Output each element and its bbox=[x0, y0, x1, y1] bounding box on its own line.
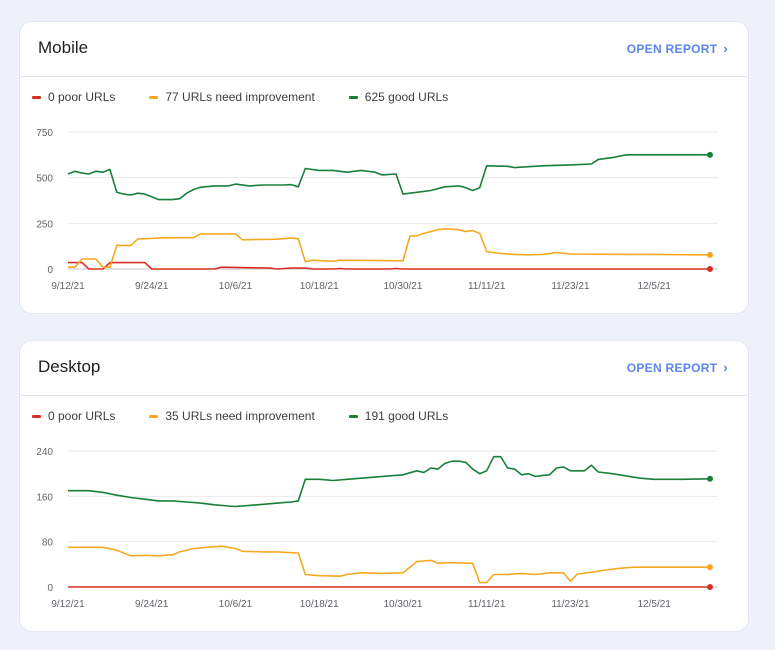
mobile-card: Mobile OPEN REPORT › 0 poor URLs 77 URLs… bbox=[20, 22, 748, 313]
legend-item-good[interactable]: 625 good URLs bbox=[348, 90, 449, 104]
legend-label-good: 625 good URLs bbox=[364, 90, 449, 104]
mobile-open-report-button[interactable]: OPEN REPORT › bbox=[627, 41, 728, 56]
x-tick-label: 10/6/21 bbox=[219, 599, 253, 610]
legend-item-improvement[interactable]: 35 URLs need improvement bbox=[149, 409, 315, 423]
series-endpoint-improvement bbox=[707, 251, 713, 258]
mobile-legend: 0 poor URLs 77 URLs need improvement 625… bbox=[32, 90, 482, 104]
y-tick-label: 0 bbox=[47, 583, 53, 594]
chevron-right-icon: › bbox=[723, 41, 728, 56]
legend-label-improvement: 35 URLs need improvement bbox=[165, 409, 315, 423]
mobile-card-title: Mobile bbox=[38, 38, 89, 57]
legend-item-improvement[interactable]: 77 URLs need improvement bbox=[149, 90, 315, 104]
y-tick-label: 750 bbox=[36, 128, 53, 139]
series-endpoint-good bbox=[707, 151, 713, 158]
legend-swatch-good bbox=[348, 414, 358, 418]
legend-item-poor[interactable]: 0 poor URLs bbox=[32, 409, 115, 423]
x-tick-label: 11/11/21 bbox=[468, 599, 506, 610]
legend-label-good: 191 good URLs bbox=[364, 409, 449, 423]
open-report-label: OPEN REPORT bbox=[626, 41, 718, 56]
chevron-right-icon: › bbox=[723, 360, 728, 375]
desktop-card-title: Desktop bbox=[38, 357, 101, 376]
legend-item-poor[interactable]: 0 poor URLs bbox=[32, 90, 115, 104]
series-line-improvement bbox=[68, 545, 710, 584]
desktop-card-header: Desktop OPEN REPORT › bbox=[20, 341, 748, 396]
legend-swatch-improvement bbox=[149, 414, 159, 418]
series-endpoint-poor bbox=[707, 584, 713, 590]
legend-swatch-good bbox=[348, 95, 358, 99]
x-tick-label: 11/23/21 bbox=[551, 599, 590, 610]
desktop-card: Desktop OPEN REPORT › 0 poor URLs 35 URL… bbox=[20, 341, 748, 631]
y-tick-label: 160 bbox=[36, 492, 53, 503]
x-tick-label: 10/30/21 bbox=[383, 599, 422, 610]
mobile-card-header: Mobile OPEN REPORT › bbox=[20, 22, 748, 77]
legend-swatch-poor bbox=[32, 414, 41, 418]
legend-label-improvement: 77 URLs need improvement bbox=[165, 90, 315, 104]
y-tick-label: 80 bbox=[42, 538, 54, 549]
x-tick-label: 10/6/21 bbox=[219, 281, 253, 292]
series-line-good bbox=[67, 154, 710, 201]
x-tick-label: 12/5/21 bbox=[637, 281, 671, 292]
legend-label-poor: 0 poor URLs bbox=[48, 409, 116, 423]
series-line-good bbox=[68, 455, 711, 508]
legend-item-good[interactable]: 191 good URLs bbox=[348, 409, 449, 423]
mobile-line-chart: 0 250 500 750 9/12/21 9/24/21 10/6/21 10/18/21 1… bbox=[36, 128, 718, 292]
x-tick-label: 10/30/21 bbox=[383, 281, 422, 292]
y-tick-label: 500 bbox=[36, 174, 53, 185]
series-endpoint-good bbox=[707, 475, 713, 482]
y-tick-label: 0 bbox=[47, 265, 53, 276]
desktop-line-chart: 0 80 160 240 9/12/21 9/24/21 10/6/21 10/18/21 10… bbox=[36, 447, 718, 610]
x-tick-label: 12/5/21 bbox=[637, 599, 671, 610]
x-tick-label: 10/18/21 bbox=[300, 599, 339, 610]
series-endpoint-improvement bbox=[707, 564, 713, 571]
x-tick-label: 11/23/21 bbox=[551, 281, 590, 292]
series-line-poor bbox=[68, 261, 710, 270]
legend-label-poor: 0 poor URLs bbox=[48, 90, 116, 104]
series-endpoint-poor bbox=[707, 266, 713, 272]
desktop-open-report-button[interactable]: OPEN REPORT › bbox=[627, 360, 728, 375]
x-tick-label: 9/24/21 bbox=[135, 599, 169, 610]
y-tick-label: 240 bbox=[36, 447, 53, 458]
x-tick-label: 9/24/21 bbox=[135, 281, 169, 292]
desktop-legend: 0 poor URLs 35 URLs need improvement 191… bbox=[32, 409, 482, 423]
x-tick-label: 9/12/21 bbox=[51, 281, 85, 292]
y-tick-label: 250 bbox=[36, 219, 53, 230]
x-tick-label: 11/11/21 bbox=[468, 281, 506, 292]
open-report-label: OPEN REPORT bbox=[626, 360, 718, 375]
legend-swatch-improvement bbox=[149, 95, 159, 99]
series-line-improvement bbox=[68, 228, 711, 268]
legend-swatch-poor bbox=[32, 95, 41, 99]
x-tick-label: 10/18/21 bbox=[300, 281, 339, 292]
x-tick-label: 9/12/21 bbox=[51, 599, 85, 610]
